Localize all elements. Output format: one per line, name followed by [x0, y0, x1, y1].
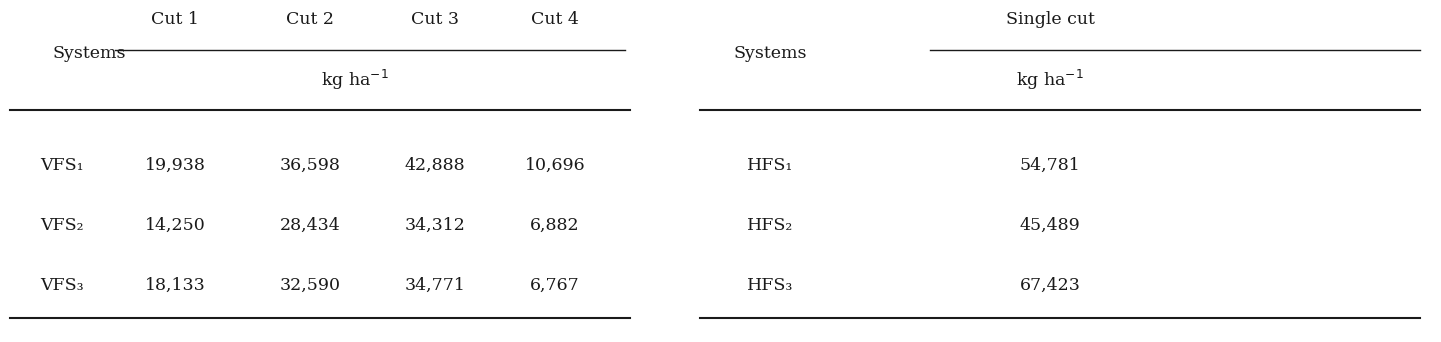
Text: 36,598: 36,598	[280, 157, 340, 173]
Text: 67,423: 67,423	[1020, 276, 1081, 293]
Text: VFS₁: VFS₁	[40, 157, 84, 173]
Text: 14,250: 14,250	[144, 216, 206, 234]
Text: HFS₃: HFS₃	[746, 276, 793, 293]
Text: Cut 2: Cut 2	[285, 12, 334, 28]
Text: 6,767: 6,767	[530, 276, 579, 293]
Text: Cut 4: Cut 4	[532, 12, 579, 28]
Text: 10,696: 10,696	[525, 157, 585, 173]
Text: 19,938: 19,938	[144, 157, 206, 173]
Text: Cut 3: Cut 3	[411, 12, 460, 28]
Text: Systems: Systems	[52, 45, 125, 63]
Text: 28,434: 28,434	[280, 216, 340, 234]
Text: Cut 1: Cut 1	[151, 12, 199, 28]
Text: 34,771: 34,771	[405, 276, 465, 293]
Text: Single cut: Single cut	[1006, 12, 1094, 28]
Text: 54,781: 54,781	[1020, 157, 1081, 173]
Text: kg ha$^{-1}$: kg ha$^{-1}$	[321, 68, 389, 92]
Text: VFS₂: VFS₂	[40, 216, 84, 234]
Text: kg ha$^{-1}$: kg ha$^{-1}$	[1016, 68, 1084, 92]
Text: VFS₃: VFS₃	[40, 276, 84, 293]
Text: 18,133: 18,133	[144, 276, 206, 293]
Text: 34,312: 34,312	[405, 216, 465, 234]
Text: HFS₂: HFS₂	[746, 216, 793, 234]
Text: 45,489: 45,489	[1020, 216, 1081, 234]
Text: 42,888: 42,888	[405, 157, 465, 173]
Text: Systems: Systems	[733, 45, 807, 63]
Text: 6,882: 6,882	[530, 216, 579, 234]
Text: 32,590: 32,590	[280, 276, 340, 293]
Text: HFS₁: HFS₁	[746, 157, 793, 173]
